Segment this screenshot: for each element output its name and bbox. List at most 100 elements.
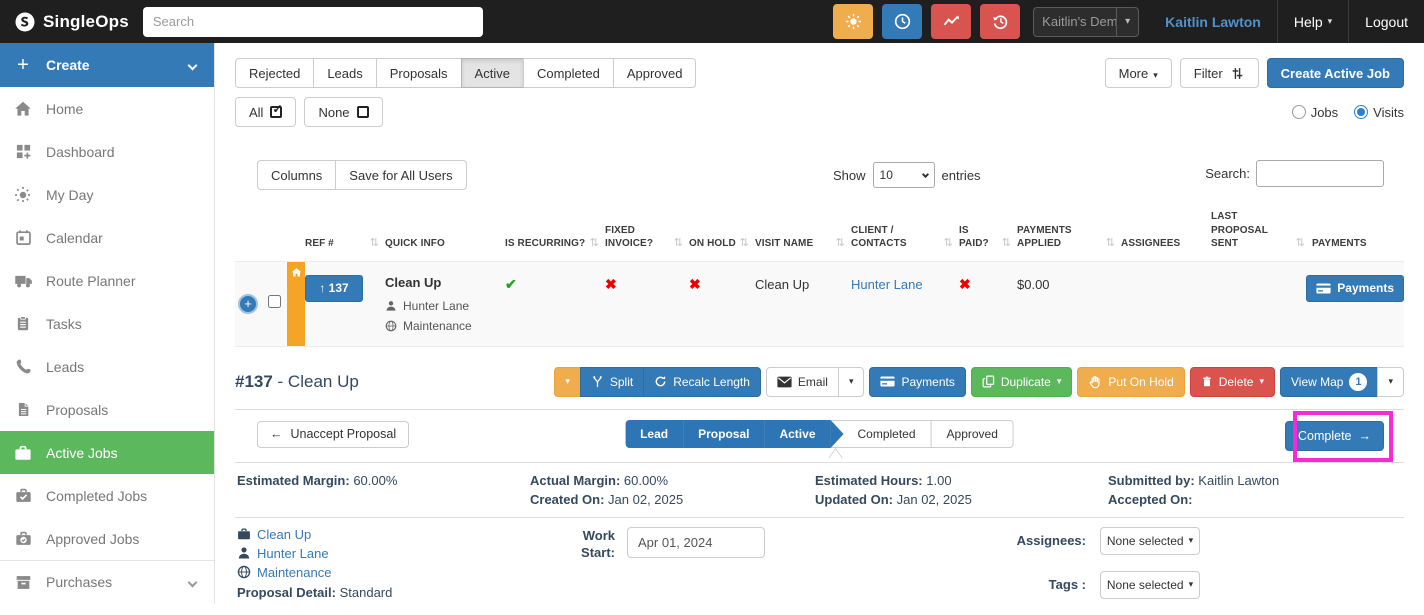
step-active[interactable]: Active bbox=[764, 420, 830, 448]
brand-name: SingleOps bbox=[43, 12, 129, 32]
sidebar-item-completed-jobs[interactable]: Completed Jobs bbox=[0, 474, 214, 517]
save-for-all-users-button[interactable]: Save for All Users bbox=[335, 160, 466, 190]
sort-icon[interactable]: ⇅ bbox=[836, 236, 845, 251]
view-map-button[interactable]: View Map 1 bbox=[1280, 367, 1378, 397]
tab-rejected[interactable]: Rejected bbox=[235, 58, 314, 88]
reports-button[interactable] bbox=[931, 4, 971, 39]
put-on-hold-button[interactable]: Put On Hold bbox=[1077, 367, 1184, 397]
sidebar-item-my-day[interactable]: My Day bbox=[0, 173, 214, 216]
history-button[interactable] bbox=[980, 4, 1020, 39]
logout-link[interactable]: Logout bbox=[1348, 0, 1424, 43]
chevron-down-icon: ▾ bbox=[1328, 16, 1333, 27]
page-size-select[interactable]: 10 bbox=[873, 162, 935, 188]
sidebar-item-leads[interactable]: Leads bbox=[0, 345, 214, 388]
filter-button[interactable]: Filter bbox=[1180, 58, 1259, 88]
sort-icon[interactable]: ⇅ bbox=[1002, 236, 1011, 251]
view-map-options-caret-button[interactable]: ▾ bbox=[1377, 367, 1404, 397]
columns-button[interactable]: Columns bbox=[257, 160, 336, 190]
user-profile-link[interactable]: Kaitlin Lawton bbox=[1149, 0, 1277, 43]
recalc-length-button[interactable]: Recalc Length bbox=[643, 367, 761, 397]
sidebar-item-dashboard[interactable]: Dashboard bbox=[0, 130, 214, 173]
proposal-detail-label: Proposal Detail: bbox=[237, 585, 336, 600]
payments-button[interactable]: Payments bbox=[869, 367, 965, 397]
client-name[interactable]: Hunter Lane bbox=[403, 299, 469, 313]
sidebar-item-proposals[interactable]: Proposals bbox=[0, 388, 214, 431]
sort-icon[interactable]: ⇅ bbox=[674, 236, 683, 251]
tab-completed[interactable]: Completed bbox=[523, 58, 614, 88]
sidebar-item-label: Dashboard bbox=[46, 144, 115, 160]
credit-card-icon bbox=[880, 376, 895, 387]
duplicate-button[interactable]: Duplicate ▾ bbox=[971, 367, 1073, 397]
expand-row-button[interactable]: + bbox=[238, 294, 258, 314]
more-button[interactable]: More▾ bbox=[1105, 58, 1172, 88]
delete-button[interactable]: Delete ▾ bbox=[1190, 367, 1275, 397]
status-tab-group: Rejected Leads Proposals Active Complete… bbox=[235, 58, 696, 88]
visit-name-cell: Clean Up bbox=[755, 275, 851, 333]
is-recurring-check: ✔ bbox=[505, 275, 605, 333]
tab-active[interactable]: Active bbox=[461, 58, 524, 88]
divider bbox=[235, 462, 1404, 463]
sidebar-item-home[interactable]: Home bbox=[0, 87, 214, 130]
job-link[interactable]: Clean Up bbox=[257, 527, 311, 542]
sidebar-create-button[interactable]: + Create bbox=[0, 43, 214, 87]
split-button[interactable]: Split bbox=[580, 367, 644, 397]
col-payments-applied: PAYMENTS APPLIED⇅ bbox=[1017, 224, 1121, 251]
step-lead[interactable]: Lead bbox=[625, 420, 683, 448]
sort-icon[interactable]: ⇅ bbox=[944, 236, 953, 251]
col-client-contacts: CLIENT / CONTACTS⇅ bbox=[851, 224, 959, 251]
sidebar-item-approved-jobs[interactable]: Approved Jobs bbox=[0, 517, 214, 560]
sort-icon[interactable]: ⇅ bbox=[590, 236, 599, 251]
create-label: Create bbox=[46, 57, 90, 73]
client-link[interactable]: Hunter Lane bbox=[851, 277, 923, 292]
sidebar-item-route-planner[interactable]: Route Planner bbox=[0, 259, 214, 302]
step-proposal[interactable]: Proposal bbox=[683, 420, 764, 448]
col-is-paid: IS PAID?⇅ bbox=[959, 224, 1017, 251]
col-fixed-invoice: FIXED INVOICE?⇅ bbox=[605, 224, 689, 251]
sidebar-item-tasks[interactable]: Tasks bbox=[0, 302, 214, 345]
sort-icon[interactable]: ⇅ bbox=[370, 236, 379, 251]
sort-icon[interactable]: ⇅ bbox=[1296, 236, 1305, 251]
sidebar-item-label: Approved Jobs bbox=[46, 531, 139, 547]
sidebar-item-purchases[interactable]: Purchases bbox=[0, 560, 214, 603]
job-type[interactable]: Maintenance bbox=[403, 319, 472, 333]
help-menu[interactable]: Help ▾ bbox=[1277, 0, 1348, 43]
tags-dropdown[interactable]: None selected▾ bbox=[1100, 571, 1200, 599]
email-button[interactable]: Email bbox=[766, 367, 839, 397]
tab-approved[interactable]: Approved bbox=[613, 58, 697, 88]
step-completed[interactable]: Completed bbox=[832, 421, 931, 447]
time-clock-button[interactable] bbox=[882, 4, 922, 39]
step-approved[interactable]: Approved bbox=[931, 421, 1013, 447]
work-start-date-input[interactable] bbox=[627, 527, 765, 558]
assignees-dropdown[interactable]: None selected▾ bbox=[1100, 527, 1200, 555]
more-actions-caret-button[interactable]: ▾ bbox=[554, 367, 581, 397]
sidebar-item-active-jobs[interactable]: Active Jobs bbox=[0, 431, 214, 474]
email-options-caret-button[interactable]: ▾ bbox=[838, 367, 865, 397]
select-none-button[interactable]: None bbox=[304, 97, 382, 127]
unaccept-proposal-button[interactable]: ← Unaccept Proposal bbox=[257, 421, 409, 448]
complete-button[interactable]: Complete → bbox=[1285, 421, 1384, 451]
radio-jobs[interactable]: Jobs bbox=[1292, 105, 1338, 120]
calendar-icon bbox=[0, 229, 46, 246]
tab-leads[interactable]: Leads bbox=[313, 58, 376, 88]
table-search-input[interactable] bbox=[1256, 160, 1384, 187]
singleops-logo[interactable]: SingleOps bbox=[0, 11, 143, 33]
weather-button[interactable] bbox=[833, 4, 873, 39]
clock-icon bbox=[894, 13, 911, 30]
job-type-link[interactable]: Maintenance bbox=[257, 565, 331, 580]
select-all-button[interactable]: All bbox=[235, 97, 296, 127]
created-on-label: Created On: bbox=[530, 492, 604, 507]
global-search-input[interactable] bbox=[143, 7, 483, 37]
globe-icon bbox=[237, 565, 251, 579]
client-link[interactable]: Hunter Lane bbox=[257, 546, 329, 561]
sort-icon[interactable]: ⇅ bbox=[1106, 236, 1115, 251]
row-checkbox[interactable] bbox=[268, 295, 281, 308]
row-payments-button[interactable]: Payments bbox=[1306, 275, 1404, 302]
tab-proposals[interactable]: Proposals bbox=[376, 58, 462, 88]
account-select[interactable]: Kaitlin's Demo ▾ bbox=[1033, 7, 1139, 37]
sort-icon[interactable]: ⇅ bbox=[740, 236, 749, 251]
create-active-job-button[interactable]: Create Active Job bbox=[1267, 58, 1404, 88]
ref-number-button[interactable]: ↑ 137 bbox=[305, 275, 363, 302]
updated-on-label: Updated On: bbox=[815, 492, 893, 507]
sidebar-item-calendar[interactable]: Calendar bbox=[0, 216, 214, 259]
radio-visits[interactable]: Visits bbox=[1354, 105, 1404, 120]
